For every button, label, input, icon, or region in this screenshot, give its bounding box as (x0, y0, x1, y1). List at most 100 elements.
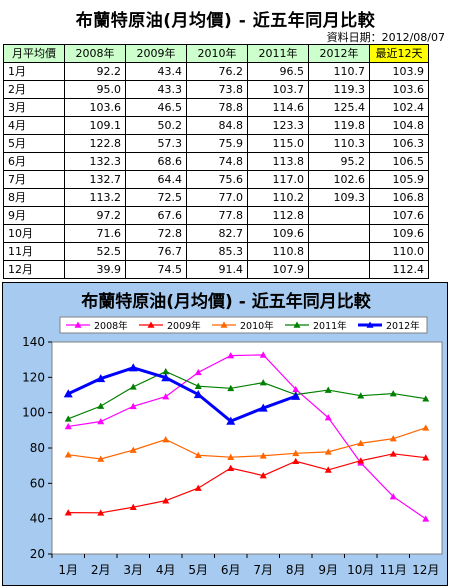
column-header: 2008年 (64, 44, 126, 63)
price-cell: 106.8 (369, 188, 429, 207)
price-cell: 85.3 (186, 242, 248, 261)
price-cell: 78.8 (186, 98, 248, 117)
x-tick-label: 6月 (221, 563, 241, 577)
data-point (389, 435, 397, 442)
data-point (422, 515, 430, 522)
price-cell: 110.7 (308, 62, 370, 81)
x-tick-label: 4月 (156, 563, 176, 577)
y-tick-label: 20 (30, 547, 45, 561)
data-point (324, 414, 332, 421)
table-row: 7月 132.7 64.4 75.6 117.0 102.6 105.9 (3, 170, 429, 189)
table-header-row: 月平均價 2008年 2009年 2010年 2011年 2012年 最近12天 (3, 44, 429, 63)
price-cell: 103.6 (64, 98, 126, 117)
price-cell: 110.2 (247, 188, 309, 207)
price-cell: 46.5 (125, 98, 187, 117)
price-cell: 50.2 (125, 116, 187, 135)
data-point (64, 415, 72, 422)
x-tick-label: 9月 (318, 563, 338, 577)
price-cell: 109.6 (369, 224, 429, 243)
price-cell: 75.9 (186, 134, 248, 153)
legend-marker (220, 321, 228, 328)
data-point (129, 446, 137, 453)
data-point (162, 497, 170, 504)
series-line (68, 370, 426, 420)
data-point (227, 352, 235, 359)
price-cell: 96.5 (247, 62, 309, 81)
x-tick-label: 10月 (347, 563, 374, 577)
data-point (63, 389, 73, 398)
price-cell: 74.5 (125, 260, 187, 279)
data-point (64, 422, 72, 430)
price-cell: 103.7 (247, 80, 309, 99)
series-line (68, 354, 427, 520)
legend-label: 2010年 (240, 320, 274, 332)
price-cell: 95.2 (308, 152, 370, 171)
price-cell: 57.3 (125, 134, 187, 153)
x-tick-label: 7月 (253, 563, 273, 577)
column-header: 2010年 (186, 44, 248, 63)
price-cell: 95.0 (64, 80, 126, 99)
price-cell: 119.8 (308, 116, 370, 135)
x-tick-label: 8月 (286, 563, 306, 577)
y-tick-label: 80 (30, 441, 45, 455)
series-line (68, 453, 426, 514)
table-row: 6月 132.3 68.6 74.8 113.8 95.2 106.5 (3, 152, 429, 171)
table-row: 5月 122.8 57.3 75.9 115.0 110.3 106.3 (3, 134, 429, 153)
price-cell: 102.6 (308, 170, 370, 189)
legend-label: 2011年 (313, 320, 347, 332)
data-date: 資料日期：2012/08/07 (327, 29, 445, 45)
month-cell: 4月 (3, 116, 65, 135)
price-cell: 113.2 (64, 188, 126, 207)
table-row: 3月 103.6 46.5 78.8 114.6 125.4 102.4 (3, 98, 429, 117)
price-cell: 132.7 (64, 170, 126, 189)
price-cell: 52.5 (64, 242, 126, 261)
month-cell: 5月 (3, 134, 65, 153)
month-cell: 1月 (3, 62, 65, 81)
oil-price-line-chart: 布蘭特原油(月均價) - 近五年同月比較 2008年 2009年 2010年 2011… (22, 291, 443, 577)
month-cell: 10月 (3, 224, 65, 243)
price-cell (308, 206, 370, 225)
x-tick-label: 12月 (412, 563, 439, 577)
column-header: 2011年 (247, 44, 309, 63)
chart-title: 布蘭特原油(月均價) - 近五年同月比較 (81, 291, 371, 312)
table-row: 1月 92.2 43.4 76.2 96.5 110.7 103.9 (3, 62, 429, 81)
series-line (67, 366, 297, 423)
plot-area (51, 341, 443, 555)
price-cell: 43.4 (125, 62, 187, 81)
series-0 (64, 351, 430, 522)
data-point (162, 393, 170, 400)
data-point (227, 384, 235, 392)
price-cell: 110.3 (308, 134, 370, 153)
table-row: 4月 109.1 50.2 84.8 123.3 119.8 104.8 (3, 116, 429, 135)
price-cell: 72.5 (125, 188, 187, 207)
price-cell: 103.6 (369, 80, 429, 99)
data-date-value: 2012/08/07 (381, 31, 445, 44)
legend-marker (147, 321, 155, 328)
data-point (64, 509, 72, 516)
data-point (324, 448, 332, 455)
data-point (389, 390, 397, 397)
data-point (97, 418, 105, 425)
data-point (324, 386, 332, 393)
price-cell: 115.0 (247, 134, 309, 153)
data-point (97, 455, 105, 462)
price-cell (308, 224, 370, 243)
data-point (194, 451, 202, 459)
column-header: 2012年 (308, 44, 370, 63)
price-cell: 67.6 (125, 206, 187, 225)
x-tick-label: 1月 (58, 563, 78, 577)
price-cell: 113.8 (247, 152, 309, 171)
data-point (194, 368, 202, 376)
data-point (258, 403, 268, 412)
column-header-highlight: 最近12天 (369, 44, 429, 63)
data-point (161, 373, 171, 382)
price-cell: 76.7 (125, 242, 187, 261)
price-cell: 39.9 (64, 260, 126, 279)
data-point (259, 351, 267, 358)
price-cell: 74.8 (186, 152, 248, 171)
column-header: 2009年 (125, 44, 187, 63)
data-point (357, 457, 365, 464)
data-point (291, 391, 301, 400)
data-point (162, 368, 170, 375)
data-point (162, 436, 170, 443)
